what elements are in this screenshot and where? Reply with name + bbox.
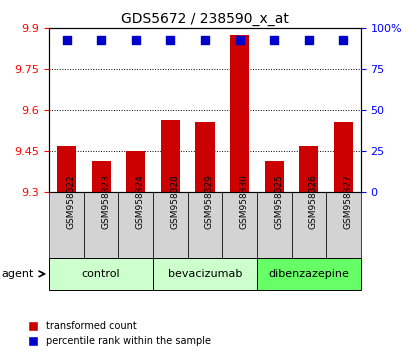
Bar (299, 145, 318, 192)
Text: GSM958324: GSM958324 (135, 175, 144, 229)
Text: agent: agent (1, 269, 34, 279)
Text: GSM958327: GSM958327 (343, 175, 352, 229)
Point (167, 37, 173, 42)
Text: GSM958329: GSM958329 (204, 175, 213, 229)
Text: dibenzazepine: dibenzazepine (268, 269, 348, 279)
Text: GSM958325: GSM958325 (274, 175, 283, 229)
Bar (229, 35, 249, 192)
Point (270, 37, 277, 42)
Point (236, 37, 242, 42)
Point (305, 37, 311, 42)
Text: GSM958323: GSM958323 (101, 175, 110, 229)
FancyBboxPatch shape (153, 192, 187, 257)
FancyBboxPatch shape (256, 257, 360, 290)
Bar (264, 161, 283, 192)
FancyBboxPatch shape (49, 257, 153, 290)
Text: GSM958330: GSM958330 (239, 175, 248, 229)
Bar (160, 120, 180, 192)
FancyBboxPatch shape (326, 192, 360, 257)
Text: control: control (82, 269, 120, 279)
Point (98, 37, 104, 42)
Point (63, 37, 70, 42)
FancyBboxPatch shape (83, 192, 118, 257)
Text: GSM958326: GSM958326 (308, 175, 317, 229)
FancyBboxPatch shape (291, 192, 326, 257)
Bar (126, 151, 145, 192)
FancyBboxPatch shape (153, 257, 256, 290)
FancyBboxPatch shape (118, 192, 153, 257)
Bar (57, 145, 76, 192)
FancyBboxPatch shape (187, 192, 222, 257)
Point (339, 37, 346, 42)
Text: GSM958322: GSM958322 (66, 175, 75, 229)
Text: GSM958328: GSM958328 (170, 175, 179, 229)
Legend: transformed count, percentile rank within the sample: transformed count, percentile rank withi… (25, 319, 213, 349)
Title: GDS5672 / 238590_x_at: GDS5672 / 238590_x_at (121, 12, 288, 26)
Text: bevacizumab: bevacizumab (167, 269, 242, 279)
FancyBboxPatch shape (222, 192, 256, 257)
FancyBboxPatch shape (49, 192, 83, 257)
FancyBboxPatch shape (256, 192, 291, 257)
Bar (91, 161, 110, 192)
Point (201, 37, 208, 42)
Bar (195, 122, 214, 192)
Point (132, 37, 139, 42)
Bar (333, 122, 352, 192)
